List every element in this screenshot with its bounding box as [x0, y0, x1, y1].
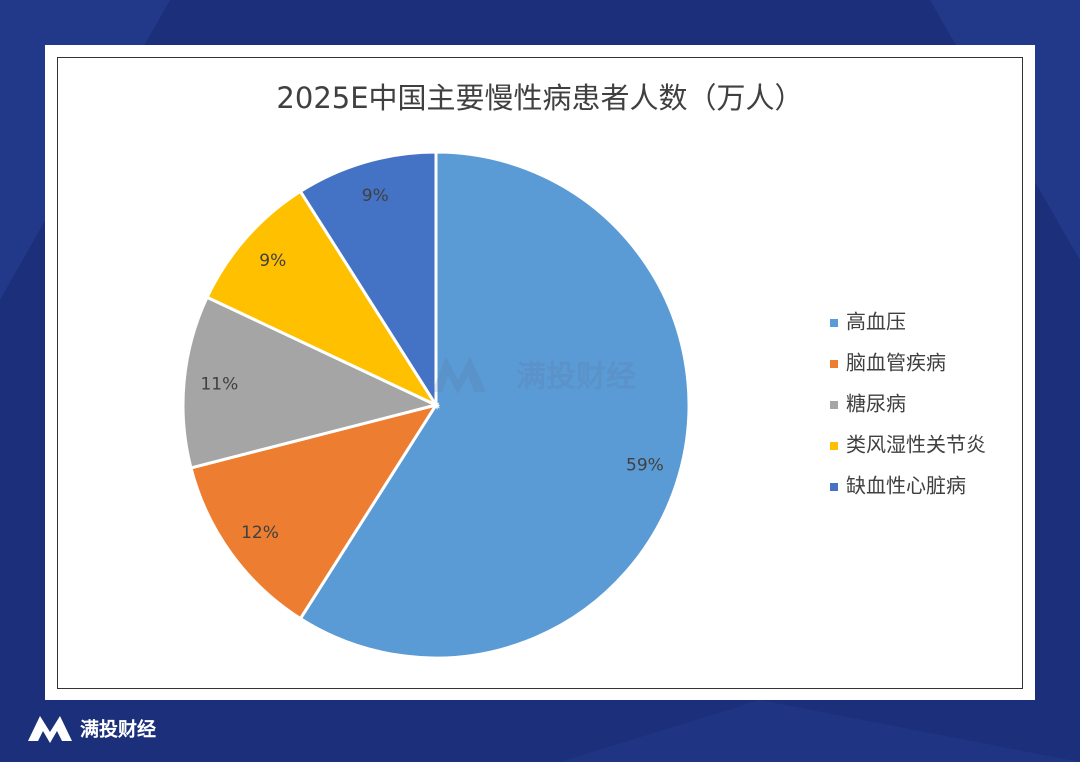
chart-border [57, 57, 1023, 689]
pie-slice [181, 295, 441, 470]
watermark-logo [432, 356, 486, 394]
legend-swatch [830, 401, 838, 409]
legend-swatch [830, 360, 838, 368]
pie-slice [298, 150, 691, 660]
watermark-group: 满投财经 [432, 356, 636, 395]
data-label: 12% [241, 523, 279, 543]
legend-swatch [830, 483, 838, 491]
legend-label: 类风湿性关节炎 [846, 433, 986, 457]
pie: 59% 12% 11% 9% 9% [181, 150, 691, 660]
legend-label: 高血压 [846, 310, 906, 334]
decor [560, 700, 1080, 762]
legend-label: 缺血性心脏病 [846, 474, 966, 498]
legend-label: 糖尿病 [846, 392, 906, 416]
chart-title: 2025E中国主要慢性病患者人数（万人） [276, 81, 803, 115]
data-label: 9% [259, 251, 286, 271]
footer-brand: 满投财经 [80, 718, 156, 741]
footer-logo [28, 716, 72, 743]
data-label: 11% [200, 375, 238, 395]
legend-label: 脑血管疾病 [846, 351, 946, 375]
pie-slice [205, 189, 441, 409]
data-label: 59% [626, 456, 664, 476]
data-label: 9% [362, 186, 389, 206]
pie-slice [189, 402, 440, 621]
legend-swatch [830, 319, 838, 327]
pie-slice [298, 150, 438, 411]
legend-swatch [830, 442, 838, 450]
watermark: 满投财经 [516, 360, 636, 395]
